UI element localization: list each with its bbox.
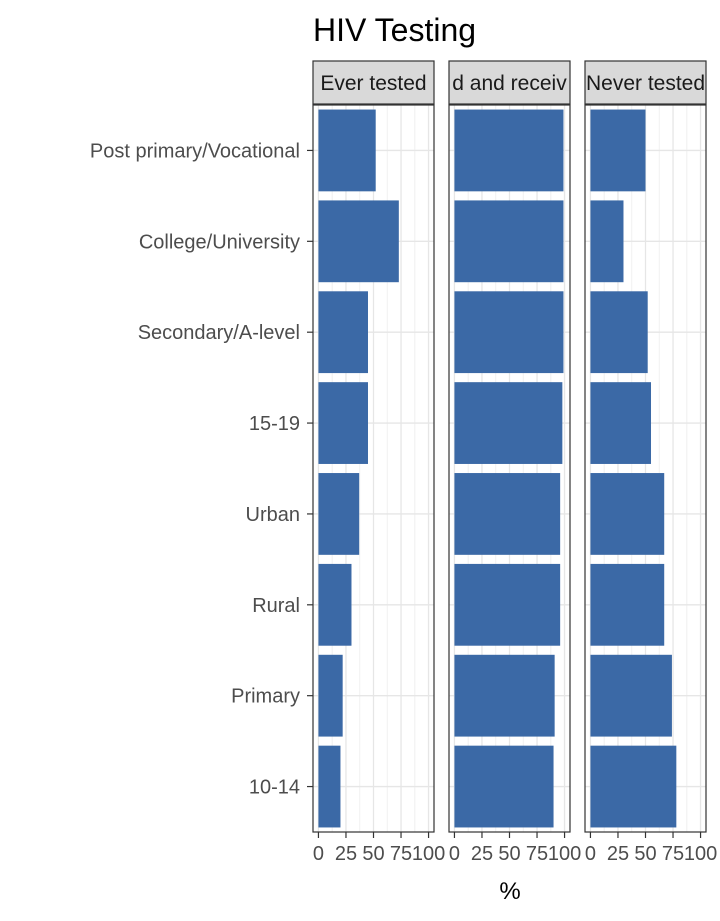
y-tick-label: Secondary/A-level <box>138 322 300 344</box>
bar <box>590 109 646 192</box>
x-tick-label: 50 <box>498 843 520 865</box>
x-tick-label: 100 <box>548 843 581 865</box>
y-axis: 10-14 Primary Rural Urban 15-19 Secondary/A-l… <box>90 140 313 799</box>
strip-background <box>584 60 707 105</box>
x-tick-label: 75 <box>662 843 684 865</box>
bar <box>318 291 368 374</box>
bar <box>590 745 677 828</box>
strip-label: Never tested <box>586 72 705 95</box>
bar <box>318 654 343 737</box>
bar <box>318 382 368 464</box>
x-tick-label: 0 <box>449 843 460 865</box>
bar <box>454 563 561 646</box>
x-tick-label: 25 <box>471 843 493 865</box>
bar <box>590 291 648 374</box>
bar <box>454 200 564 283</box>
y-tick-label: 10-14 <box>249 777 300 799</box>
bar <box>318 745 341 828</box>
bar <box>454 654 555 737</box>
bar <box>454 382 563 464</box>
y-tick-label: Post primary/Vocational <box>90 140 300 162</box>
facet-panel: Ever tested 0 25 50 75 100 <box>312 60 445 865</box>
x-tick-label: 0 <box>585 843 596 865</box>
bar <box>318 563 352 646</box>
bar <box>318 109 376 192</box>
bar <box>590 654 672 737</box>
x-tick-label: 50 <box>634 843 656 865</box>
bar <box>454 745 554 828</box>
x-tick-label: 100 <box>412 843 445 865</box>
y-tick-label: Urban <box>246 504 300 526</box>
bar <box>318 473 360 555</box>
facet-panel: Never tested 0 25 50 75 100 <box>584 60 717 865</box>
x-tick-label: 100 <box>684 843 717 865</box>
y-tick-label: 15-19 <box>249 413 300 435</box>
facet-panel: d and receiv 0 25 50 75 100 <box>448 60 581 865</box>
chart-title: HIV Testing <box>313 12 476 48</box>
bar <box>590 563 665 646</box>
bar <box>590 473 665 555</box>
x-tick-label: 75 <box>526 843 548 865</box>
bar <box>590 200 624 283</box>
x-tick-label: 50 <box>362 843 384 865</box>
x-tick-label: 75 <box>390 843 412 865</box>
x-tick-label: 25 <box>335 843 357 865</box>
x-tick-label: 25 <box>607 843 629 865</box>
strip-background <box>448 60 571 105</box>
y-tick-label: College/University <box>139 231 300 253</box>
x-tick-label: 0 <box>313 843 324 865</box>
x-axis-title: % <box>499 878 520 905</box>
strip-label: Ever tested <box>320 72 426 95</box>
bar <box>318 200 399 283</box>
strip-label: d and receiv <box>452 72 567 95</box>
y-tick-label: Primary <box>231 686 300 708</box>
y-tick-label: Rural <box>252 595 300 617</box>
bar <box>590 382 652 464</box>
bar <box>454 109 564 192</box>
bar <box>454 473 561 555</box>
bar <box>454 291 564 374</box>
strip-background <box>312 60 435 105</box>
